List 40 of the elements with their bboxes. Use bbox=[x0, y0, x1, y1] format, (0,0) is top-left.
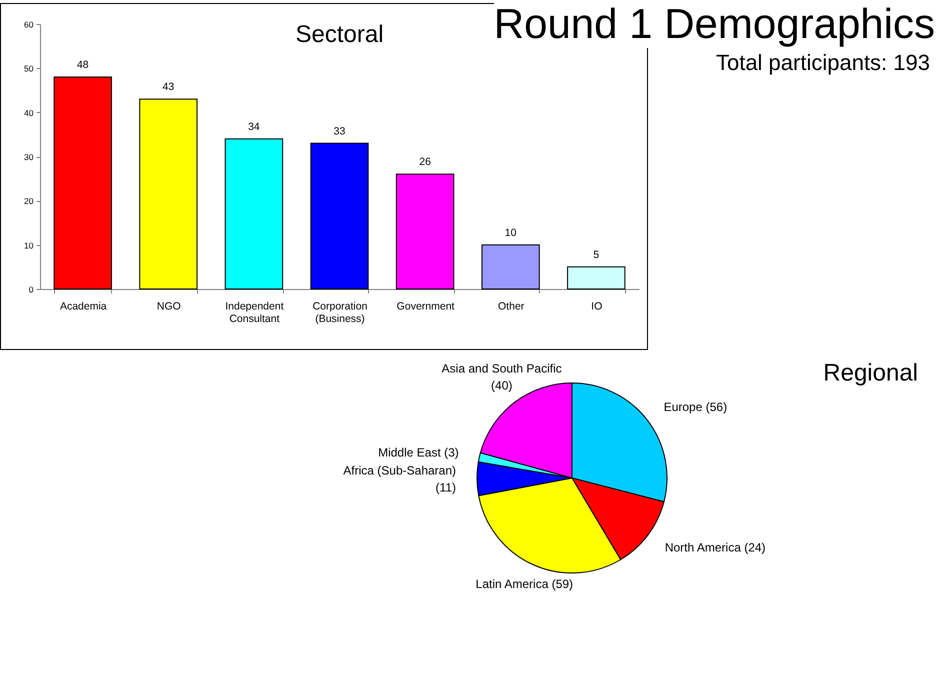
y-tick-label: 50 bbox=[24, 64, 34, 74]
x-tick-label: Academia bbox=[60, 300, 107, 312]
data-label: (40) bbox=[491, 378, 512, 393]
bar bbox=[481, 244, 540, 290]
data-label: 34 bbox=[248, 120, 260, 133]
slice-label: Europe (56) bbox=[664, 400, 728, 414]
slice-label: Africa (Sub-Saharan) bbox=[343, 463, 456, 478]
data-label: 33 bbox=[334, 125, 346, 138]
x-tick-label: Independent Consultant bbox=[225, 300, 284, 325]
bar bbox=[396, 174, 454, 290]
slice-label: North America (24) bbox=[664, 540, 766, 555]
y-tick-label: 40 bbox=[24, 108, 34, 118]
data-label: 48 bbox=[76, 59, 89, 71]
bar bbox=[54, 76, 112, 290]
y-tick-label: 20 bbox=[24, 196, 34, 206]
x-tick-label: Government bbox=[396, 300, 455, 312]
slice-label: Asia and South Pacific bbox=[442, 362, 562, 376]
data-label: 10 bbox=[504, 226, 517, 239]
bar bbox=[567, 266, 626, 290]
chart-title: Sectoral bbox=[295, 21, 384, 48]
y-tick-label: 30 bbox=[24, 152, 34, 162]
slice-label: Latin America (59) bbox=[476, 576, 574, 591]
data-label: 5 bbox=[593, 248, 600, 261]
text: Regional bbox=[823, 360, 918, 387]
x-tick-label: Other bbox=[498, 300, 525, 312]
y-tick-label: 60 bbox=[24, 20, 34, 30]
x-tick-label: IO bbox=[591, 300, 602, 312]
text: Total participants: 193 bbox=[716, 50, 930, 76]
y-tick-label: 0 bbox=[28, 284, 34, 294]
bar bbox=[224, 138, 284, 290]
x-tick-label: NGO bbox=[156, 300, 181, 312]
x-tick-label: Corporation (Business) bbox=[312, 300, 368, 325]
slice-label: Middle East (3) bbox=[378, 446, 459, 460]
annotation: Round 1 Demographics bbox=[494, 0, 935, 48]
bar bbox=[139, 98, 198, 290]
data-label: 43 bbox=[162, 81, 174, 94]
bar bbox=[310, 142, 369, 290]
y-tick-label: 10 bbox=[24, 240, 34, 250]
data-label: 26 bbox=[419, 156, 432, 168]
data-label: (11) bbox=[436, 480, 456, 494]
